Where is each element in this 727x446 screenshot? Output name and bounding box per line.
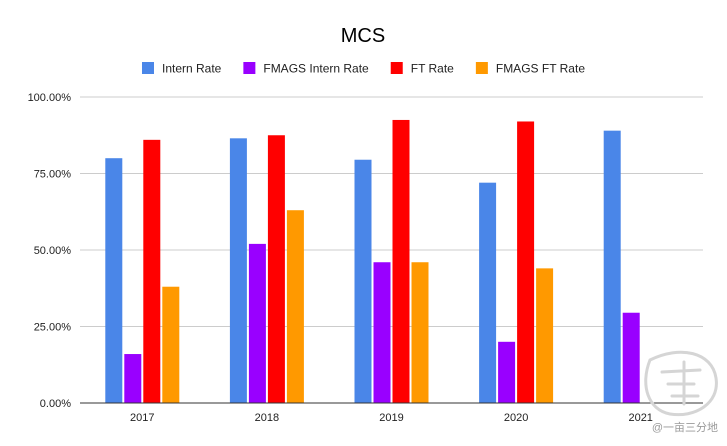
bar-fmags-ft-rate-2017 [162, 286, 180, 403]
bar-intern-rate-2017 [105, 158, 123, 403]
bar-intern-rate-2021 [603, 130, 621, 403]
x-tick-label: 2021 [628, 412, 652, 424]
x-axis-ticks: 2017 2018 2019 2020 2021 [130, 412, 653, 424]
legend-label: FMAGS FT Rate [496, 62, 585, 76]
bar-ft-rate-2020 [517, 121, 535, 403]
bar-fmags-intern-rate-2021 [622, 312, 640, 403]
legend-swatch [141, 62, 154, 74]
bar-fmags-ft-rate-2020 [536, 268, 554, 403]
chart-title: MCS [341, 25, 385, 47]
legend-swatch [243, 62, 256, 74]
bar-fmags-ft-rate-2018 [286, 210, 304, 403]
bar-intern-rate-2020 [479, 182, 497, 403]
legend-label: FMAGS Intern Rate [263, 62, 369, 76]
watermark: @一亩三分地 [644, 350, 718, 434]
watermark-text: @一亩三分地 [652, 420, 718, 434]
bar-fmags-intern-rate-2020 [498, 341, 516, 403]
bars [105, 119, 640, 403]
legend-label: FT Rate [411, 62, 454, 76]
bar-fmags-intern-rate-2018 [248, 243, 266, 403]
bar-fmags-intern-rate-2017 [124, 354, 142, 403]
x-tick-label: 2017 [130, 412, 154, 424]
y-axis-ticks: 0.00% 25.00% 50.00% 75.00% 100.00% [28, 92, 72, 410]
legend-swatch [475, 62, 488, 74]
x-tick-label: 2019 [379, 412, 403, 424]
bar-ft-rate-2017 [143, 139, 161, 403]
y-tick-label: 75.00% [34, 169, 72, 181]
bar-fmags-intern-rate-2019 [373, 262, 391, 403]
y-tick-label: 25.00% [34, 322, 72, 334]
gridlines [80, 96, 703, 327]
bar-intern-rate-2019 [354, 159, 372, 403]
legend: Intern Rate FMAGS Intern Rate FT Rate FMAGS… [141, 62, 585, 76]
x-tick-label: 2018 [255, 412, 279, 424]
bar-fmags-ft-rate-2019 [411, 262, 429, 403]
legend-label: Intern Rate [162, 62, 222, 76]
bar-ft-rate-2019 [392, 119, 410, 403]
x-tick-label: 2020 [504, 412, 528, 424]
y-tick-label: 50.00% [34, 245, 72, 257]
y-tick-label: 100.00% [28, 92, 72, 104]
y-tick-label: 0.00% [40, 398, 71, 410]
bar-intern-rate-2018 [229, 138, 247, 403]
watermark-logo [644, 350, 718, 417]
legend-swatch [390, 62, 403, 74]
bar-ft-rate-2018 [267, 135, 285, 403]
